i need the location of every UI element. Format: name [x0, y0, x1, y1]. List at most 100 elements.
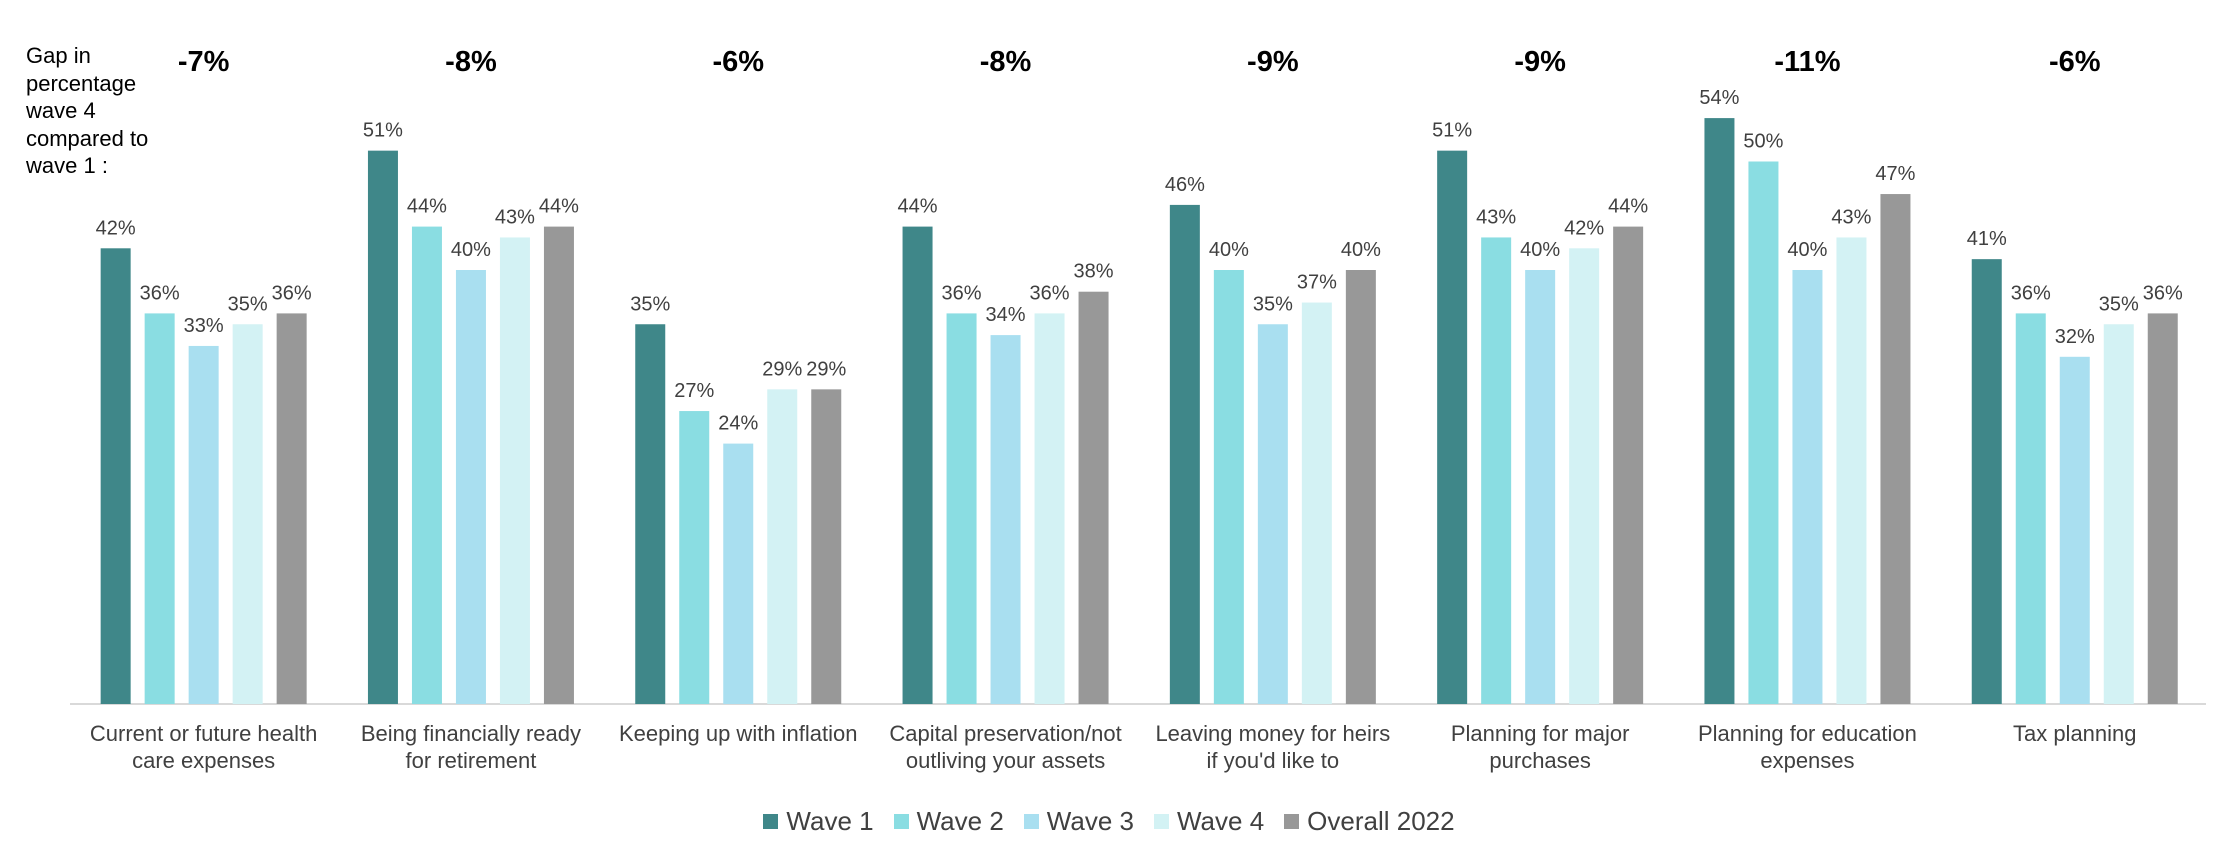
- data-label: 36%: [1030, 282, 1070, 304]
- bar: [2103, 324, 2134, 704]
- bar: [1971, 259, 2002, 704]
- bar: [1748, 161, 1779, 704]
- legend-label: Wave 2: [916, 806, 1004, 836]
- category-label: Planning for education expenses: [1698, 721, 1917, 773]
- category-label: Being financially ready for retirement: [361, 721, 581, 773]
- category-label: Tax planning: [2013, 721, 2137, 746]
- data-label: 29%: [806, 358, 846, 380]
- data-label: 40%: [1341, 239, 1381, 261]
- bar: [1481, 237, 1512, 704]
- gap-label: -6%: [712, 46, 764, 78]
- bar: [1569, 248, 1600, 705]
- data-label: 51%: [363, 120, 403, 142]
- data-label: 44%: [1608, 196, 1648, 218]
- data-label: 44%: [407, 196, 447, 218]
- bar: [276, 313, 307, 704]
- data-label: 36%: [272, 282, 312, 304]
- data-label: 29%: [762, 358, 802, 380]
- data-label: 35%: [630, 293, 670, 315]
- data-label: 40%: [1209, 239, 1249, 261]
- data-label: 36%: [2011, 282, 2051, 304]
- bar: [1836, 237, 1867, 704]
- data-label: 51%: [1432, 120, 1472, 142]
- category-label: Leaving money for heirs if you'd like to: [1155, 721, 1390, 773]
- bar: [455, 270, 486, 704]
- legend-label: Wave 4: [1176, 806, 1265, 836]
- gap-label: -6%: [2049, 46, 2101, 78]
- bar: [679, 411, 710, 704]
- data-label: 37%: [1297, 272, 1337, 294]
- data-label: 43%: [495, 206, 535, 228]
- data-label: 46%: [1165, 174, 1205, 196]
- bar: [1345, 270, 1376, 704]
- bar: [990, 335, 1021, 704]
- legend-item: Wave 1: [763, 806, 874, 837]
- bar: [1704, 118, 1735, 705]
- data-label: 32%: [2055, 326, 2095, 348]
- data-label: 40%: [1787, 239, 1827, 261]
- data-label: 38%: [1074, 261, 1114, 283]
- bar: [1301, 302, 1332, 704]
- category-label: Current or future health care expenses: [90, 721, 317, 773]
- data-label: 44%: [539, 196, 579, 218]
- bar: [2015, 313, 2046, 704]
- bar: [1792, 270, 1823, 704]
- data-label: 24%: [718, 413, 758, 435]
- legend-label: Overall 2022: [1307, 806, 1455, 836]
- bar: [723, 443, 754, 704]
- bar: [232, 324, 263, 704]
- gap-label: -8%: [445, 46, 497, 78]
- data-label: 36%: [942, 282, 982, 304]
- bar: [367, 150, 398, 704]
- bar: [1257, 324, 1288, 704]
- bar: [811, 389, 842, 704]
- data-label: 35%: [2099, 293, 2139, 315]
- bar: [499, 237, 530, 704]
- bar: [100, 248, 131, 705]
- data-label: 36%: [140, 282, 180, 304]
- data-label: 40%: [1520, 239, 1560, 261]
- data-label: 43%: [1831, 206, 1871, 228]
- bar: [144, 313, 175, 704]
- bar: [635, 324, 666, 704]
- bar: [1525, 270, 1556, 704]
- data-label: 44%: [898, 196, 938, 218]
- legend-label: Wave 1: [786, 806, 874, 836]
- gap-label: -7%: [178, 46, 230, 78]
- data-label: 47%: [1875, 163, 1915, 185]
- bar: [1078, 291, 1109, 704]
- legend-item: Wave 2: [893, 806, 1004, 837]
- data-label: 42%: [96, 217, 136, 239]
- data-label: 35%: [1253, 293, 1293, 315]
- legend-item: Wave 4: [1153, 806, 1265, 837]
- data-label: 50%: [1743, 131, 1783, 153]
- data-label: 41%: [1967, 228, 2007, 250]
- bar: [1880, 194, 1911, 705]
- bar: [1213, 270, 1244, 704]
- bar: [1613, 226, 1644, 704]
- legend-item: Overall 2022: [1284, 806, 1455, 837]
- data-label: 42%: [1564, 217, 1604, 239]
- data-label: 43%: [1476, 206, 1516, 228]
- data-label: 27%: [674, 380, 714, 402]
- legend-label: Wave 3: [1046, 806, 1134, 836]
- bar: [1169, 204, 1200, 704]
- legend-swatch: [1284, 814, 1300, 829]
- data-label: 36%: [2143, 282, 2183, 304]
- bar: [946, 313, 977, 704]
- legend: Wave 1 Wave 2 Wave 3 Wave 4 Overall 2022: [0, 806, 2218, 837]
- bar: [902, 226, 933, 704]
- gap-label: -9%: [1247, 46, 1299, 78]
- gap-label: -8%: [980, 46, 1032, 78]
- legend-swatch: [893, 814, 909, 829]
- legend-item: Wave 3: [1023, 806, 1134, 837]
- bar: [2147, 313, 2178, 704]
- legend-swatch: [1153, 814, 1169, 829]
- data-label: 35%: [228, 293, 268, 315]
- bar: [188, 345, 219, 704]
- bar: [767, 389, 798, 704]
- legend-swatch: [763, 814, 779, 829]
- data-label: 33%: [184, 315, 224, 337]
